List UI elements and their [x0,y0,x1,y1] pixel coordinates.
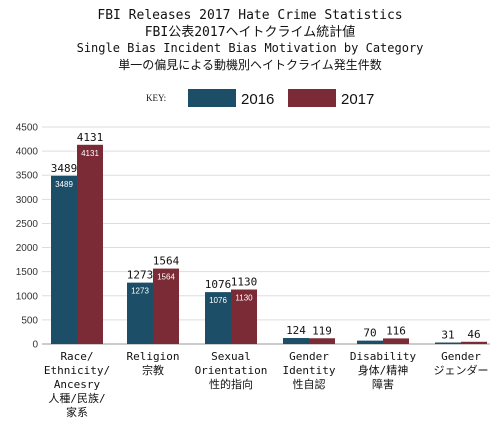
bar-2017-2 [231,289,257,344]
bar-2016-1 [127,282,153,344]
inner-label-2017-1: 1564 [157,273,175,282]
subtitle-line-japanese: 単一の偏見による動機別ヘイトクライム発生件数 [118,57,381,72]
legend-label-2017: 2017 [341,91,374,108]
category-label: Sexual [211,350,251,363]
category-label: Ancesry [54,378,101,391]
inner-label-2016-1: 1273 [131,287,149,296]
bar-2016-5 [435,342,461,344]
value-label-2016-3: 124 [286,324,306,337]
category-label: Ethnicity/ [44,364,110,377]
inner-label-2016-2: 1076 [209,296,227,305]
value-label-2016-5: 31 [441,329,454,342]
inner-label-2017-2: 1130 [235,294,253,303]
y-tick-label: 2000 [16,243,39,254]
value-label-2017-5: 46 [467,328,480,341]
category-label: Gender [441,350,481,363]
value-label-2017-1: 1564 [153,255,180,268]
bar-2017-0 [77,144,103,344]
subtitle-line-english: Single Bias Incident Bias Motivation by … [77,41,424,55]
bar-2017-5 [461,341,487,344]
y-tick-label: 1500 [16,267,39,278]
title-line-english: FBI Releases 2017 Hate Crime Statistics [97,8,402,23]
inner-label-2017-0: 4131 [81,149,99,158]
bars [51,144,487,344]
legend-label-2016: 2016 [241,91,274,108]
category-label: 身体/精神 [358,363,409,377]
title-line-japanese: FBI公表2017ヘイトクライム統計値 [145,24,356,40]
y-tick-label: 4500 [16,123,39,134]
legend-key-label: KEY: [146,93,166,103]
legend-swatch-2016 [188,89,236,107]
value-label-2017-4: 116 [386,324,406,337]
y-tick-label: 3500 [16,171,39,182]
category-label: Race/ [60,350,93,363]
category-label: 家系 [66,405,88,419]
legend: KEY: 2016 2017 [146,89,374,108]
value-label-2017-2: 1130 [231,276,258,289]
y-tick-label: 0 [32,340,38,351]
y-tick-label: 4000 [16,147,39,158]
value-label-2016-1: 1273 [127,269,154,282]
y-tick-label: 500 [21,315,38,326]
category-label: Disability [350,350,417,363]
bar-2017-4 [383,338,409,344]
value-label-2016-0: 3489 [51,162,78,175]
category-label: ジェンダー [434,363,489,377]
category-label: 人種/民族/ [48,391,105,405]
legend-swatch-2017 [288,89,336,107]
value-label-2016-2: 1076 [205,278,232,291]
category-label: Religion [127,350,180,363]
y-tick-label: 2500 [16,219,39,230]
y-tick-label: 3000 [16,195,39,206]
bar-2017-3 [309,338,335,344]
category-label: 障害 [372,377,394,391]
inner-label-2016-0: 3489 [55,180,73,189]
y-axis: 0 500 1000 1500 2000 2500 3000 3500 4000 4500 [16,123,490,351]
category-label: 性的指向 [209,377,253,391]
bar-2016-0 [51,175,77,344]
bar-2016-4 [357,340,383,344]
gridlines [42,126,490,321]
bar-2017-1 [153,268,179,344]
value-labels: 3489348941314131127312731564156410761076… [51,131,481,342]
bar-2016-2 [205,292,231,344]
category-label: Orientation [195,364,268,377]
value-label-2017-3: 119 [312,324,332,337]
category-label: Gender [289,350,329,363]
value-label-2016-4: 70 [363,327,376,340]
category-label: 性自認 [293,377,326,391]
value-label-2017-0: 4131 [77,131,104,144]
y-tick-label: 1000 [16,291,39,302]
category-label: 宗教 [142,363,164,377]
category-label: Identity [283,364,336,377]
bar-2016-3 [283,338,309,344]
chart-title: FBI Releases 2017 Hate Crime Statistics … [77,8,424,72]
